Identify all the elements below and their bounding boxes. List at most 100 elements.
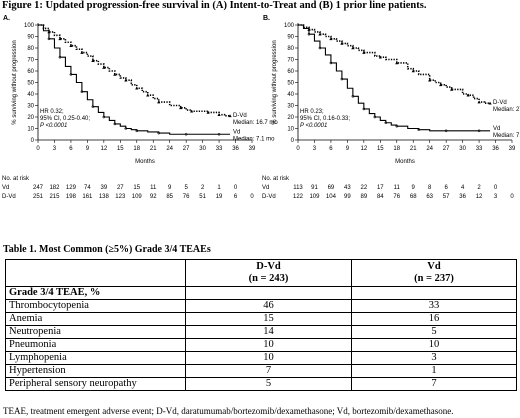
- series-median-label: Median: 16.7 mo: [233, 120, 278, 126]
- ae-label: Hypertension: [5, 364, 186, 378]
- hr-annotation-line: 95% CI, 0.16-0.33;: [300, 116, 350, 122]
- x-tick-label: 15: [117, 146, 124, 152]
- at-risk-value: 63: [426, 194, 433, 200]
- censor-mark: [157, 131, 161, 135]
- ae-vd-value: 33: [351, 299, 517, 313]
- ae-label: Pneumonia: [5, 338, 186, 352]
- at-risk-value: 113: [293, 185, 303, 191]
- censor-mark: [477, 129, 481, 133]
- table-row: Peripheral sensory neuropathy 5 7: [5, 377, 517, 391]
- table-row: Pneumonia 10 10: [5, 338, 517, 352]
- at-risk-value: 17: [377, 185, 384, 191]
- series-end-label: D-Vd: [493, 100, 507, 106]
- at-risk-value: 6: [234, 194, 238, 200]
- censor-mark: [417, 128, 421, 132]
- col-header-dvd: D-Vd (n = 243): [185, 259, 352, 287]
- censor-mark: [184, 132, 188, 136]
- col-header-vd-name: Vd: [427, 261, 441, 272]
- y-tick-label: 20: [287, 115, 294, 121]
- at-risk-value: 19: [216, 194, 223, 200]
- censor-mark: [179, 106, 183, 110]
- ae-vd-value: 1: [351, 364, 517, 378]
- at-risk-value: 109: [309, 194, 320, 200]
- x-tick-label: 33: [216, 146, 223, 152]
- censor-mark: [373, 115, 377, 119]
- at-risk-value: 1: [217, 185, 221, 191]
- table-row: Thrombocytopenia 46 33: [5, 299, 517, 313]
- at-risk-value: 123: [115, 194, 126, 200]
- y-tick-label: 100: [24, 23, 35, 29]
- censor-mark: [190, 109, 194, 113]
- panel-label: B.: [263, 15, 270, 22]
- censor-mark: [444, 129, 448, 133]
- x-tick-label: 39: [509, 146, 516, 152]
- censor-mark: [113, 122, 117, 126]
- at-risk-value: 2: [477, 185, 481, 191]
- km-curve-dvd: [298, 24, 491, 104]
- hr-annotation-line: 95% CI, 0.25-0.40;: [40, 116, 90, 122]
- ae-dvd-value: 7: [185, 364, 352, 378]
- at-risk-value: 12: [476, 194, 483, 200]
- at-risk-title: No. at risk: [2, 176, 30, 182]
- table-corner-cell: [5, 259, 186, 287]
- x-tick-label: 27: [183, 146, 190, 152]
- series-median-label: Median: 27.0 mo: [493, 107, 520, 113]
- col-header-dvd-name: D-Vd: [256, 261, 281, 272]
- hr-annotation-line: HR 0.23;: [300, 109, 324, 115]
- y-axis-title: % surviving without progression: [12, 40, 18, 124]
- censor-mark: [318, 46, 322, 50]
- censor-mark: [157, 100, 161, 104]
- at-risk-value: 3: [494, 194, 498, 200]
- table-subheader-blank: [185, 286, 352, 300]
- x-tick-label: 33: [476, 146, 483, 152]
- at-risk-value: 182: [49, 185, 60, 191]
- x-axis-title: Months: [395, 159, 415, 165]
- censor-mark: [378, 55, 382, 59]
- censor-mark: [340, 77, 344, 81]
- series-median-label: Median: 7.9 mo: [493, 133, 520, 139]
- censor-mark: [351, 94, 355, 98]
- series-median-label: Median: 7.1 mo: [233, 136, 275, 142]
- at-risk-value: 22: [361, 185, 368, 191]
- at-risk-value: 161: [82, 194, 93, 200]
- y-tick-label: 90: [287, 35, 294, 41]
- at-risk-value: 104: [326, 194, 337, 200]
- censor-mark: [411, 69, 415, 73]
- at-risk-value: 69: [328, 185, 335, 191]
- ae-label: Peripheral sensory neuropathy: [5, 377, 186, 391]
- y-tick-label: 30: [27, 104, 34, 110]
- censor-mark: [135, 86, 139, 90]
- table-title: Table 1. Most Common (≥5%) Grade 3/4 TEA…: [3, 244, 211, 255]
- ae-vd-value: 10: [351, 338, 517, 352]
- y-tick-label: 30: [287, 104, 294, 110]
- at-risk-value: 5: [184, 185, 188, 191]
- x-tick-label: 0: [296, 146, 300, 152]
- y-tick-label: 60: [27, 69, 34, 75]
- series-end-label: D-Vd: [233, 113, 247, 119]
- censor-mark: [477, 100, 481, 104]
- ae-dvd-value: 10: [185, 351, 352, 365]
- at-risk-value: 76: [393, 194, 400, 200]
- at-risk-value: 138: [99, 194, 110, 200]
- at-risk-value: 84: [377, 194, 384, 200]
- at-risk-value: 0: [494, 185, 498, 191]
- x-tick-label: 3: [53, 146, 57, 152]
- at-risk-value: 57: [443, 194, 450, 200]
- y-tick-label: 10: [287, 127, 294, 133]
- censor-mark: [102, 115, 106, 119]
- x-tick-label: 9: [86, 146, 90, 152]
- y-tick-label: 10: [27, 127, 34, 133]
- at-risk-value: 36: [459, 194, 466, 200]
- x-tick-label: 15: [377, 146, 384, 152]
- y-tick-label: 70: [287, 58, 294, 64]
- y-tick-label: 0: [291, 138, 295, 144]
- table-subheader: Grade 3/4 TEAE, %: [5, 286, 186, 300]
- at-risk-value: 68: [410, 194, 417, 200]
- at-risk-value: 0: [234, 185, 238, 191]
- y-tick-label: 90: [27, 35, 34, 41]
- at-risk-value: 0: [510, 194, 514, 200]
- ae-vd-value: 16: [351, 312, 517, 326]
- censor-mark: [58, 55, 62, 59]
